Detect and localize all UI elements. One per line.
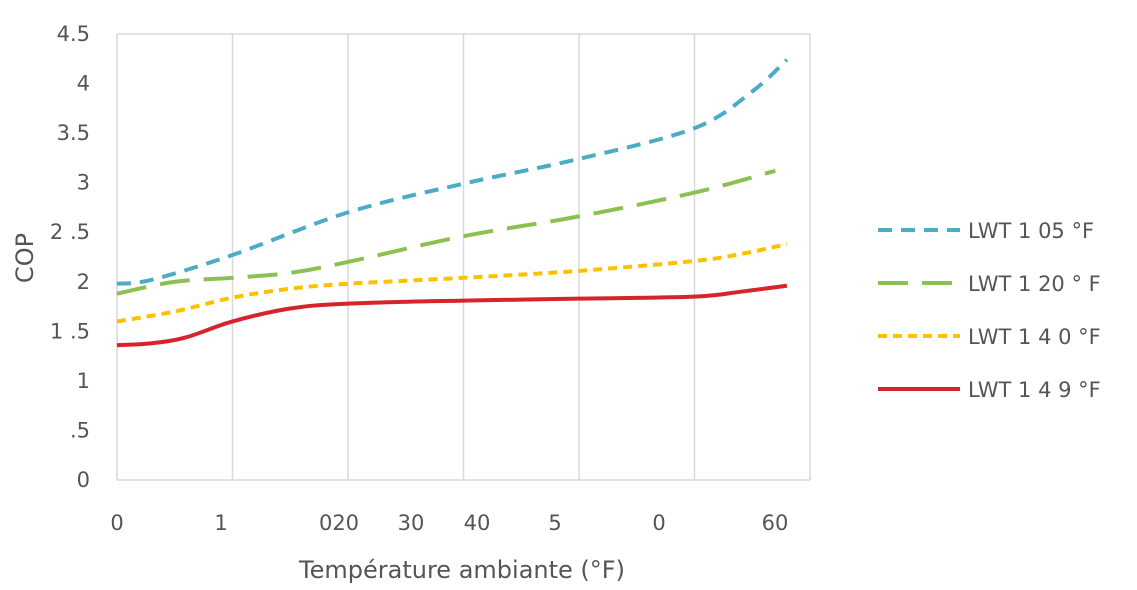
legend: LWT 1 05 °F LWT 1 20 ° F LWT 1 4 0 °F LWT 1…	[878, 219, 1101, 402]
series-line-3	[116, 242, 788, 324]
legend-label: LWT 1 20 ° F	[968, 272, 1101, 296]
series-line-4	[116, 283, 788, 348]
x-tick-label: 60	[762, 511, 789, 535]
y-tick-label: 3	[77, 171, 90, 195]
x-axis-title: Température ambiante (°F)	[298, 556, 625, 584]
y-tick-label: 3.5	[57, 121, 90, 145]
y-tick-label: 2	[77, 270, 90, 294]
y-axis-title: COP	[11, 233, 39, 283]
y-tick-label: .5	[70, 418, 90, 442]
legend-label: LWT 1 4 9 °F	[968, 378, 1101, 402]
x-tick-label: 020	[319, 511, 359, 535]
x-tick-label: 40	[464, 511, 491, 535]
series-line-1	[116, 58, 789, 286]
series-line-2	[116, 168, 776, 296]
series-lines	[116, 58, 789, 348]
x-tick-label: 5	[548, 511, 561, 535]
legend-label: LWT 1 05 °F	[968, 219, 1094, 243]
y-tick-label: 1 .5	[50, 319, 90, 343]
x-axis-ticks: 0 1 020 30 40 5 0 60	[110, 511, 788, 535]
y-tick-label: 4	[77, 72, 90, 96]
gridlines	[116, 33, 811, 481]
y-tick-label: 4.5	[57, 22, 90, 46]
legend-label: LWT 1 4 0 °F	[968, 325, 1101, 349]
x-tick-label: 30	[398, 511, 425, 535]
y-axis-ticks: 0 .5 1 1 .5 2 2 .5 3 3.5 4 4.5	[50, 22, 90, 492]
y-tick-label: 0	[77, 468, 90, 492]
y-tick-label: 2 .5	[50, 220, 90, 244]
x-tick-label: 1	[214, 511, 227, 535]
x-tick-label: 0	[652, 511, 665, 535]
x-tick-label: 0	[110, 511, 123, 535]
y-tick-label: 1	[77, 369, 90, 393]
